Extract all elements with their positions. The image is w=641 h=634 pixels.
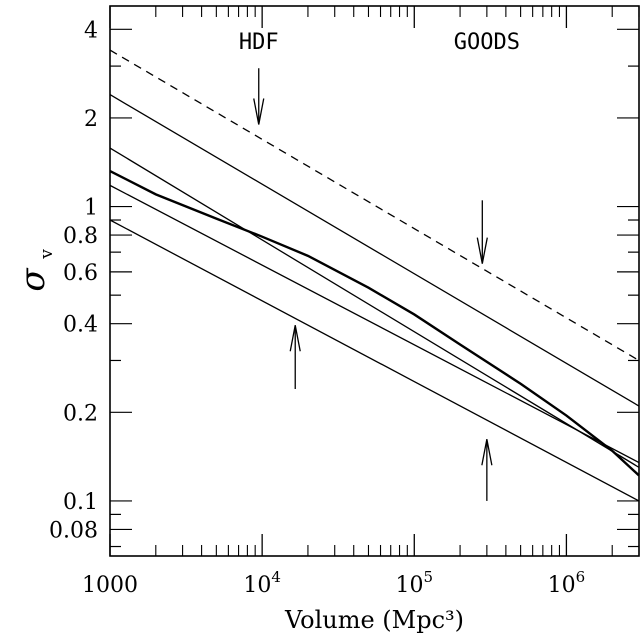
- y-tick-label: 0.8: [63, 224, 98, 249]
- arrow-4: [481, 439, 493, 501]
- y-axis-title-subscript: v: [37, 249, 57, 260]
- y-tick-label: 4: [84, 18, 98, 43]
- series-line-6: [109, 219, 640, 502]
- series-line-3: [109, 147, 640, 468]
- series-line-1: [109, 49, 640, 362]
- series-layer: [109, 49, 640, 502]
- x-axis-title: Volume (Mpc³): [284, 606, 464, 634]
- label-layer: 1000 104 105 106 0.08 0.1 0.2 0.4 0.6 0.8 1 2 4: [49, 18, 585, 598]
- x-tick-label-exponent: 6: [576, 568, 586, 586]
- x-tick-label: 105: [396, 568, 434, 598]
- series-line-4: [109, 169, 640, 477]
- x-tick-label: 104: [243, 568, 281, 598]
- series-line-2: [109, 94, 640, 407]
- y-tick-label: 0.6: [63, 261, 98, 286]
- plot-frame: [109, 5, 640, 557]
- x-tick-label-exponent: 5: [424, 568, 434, 586]
- arrow-head: [253, 98, 265, 125]
- goods-annotation: GOODS: [454, 30, 520, 55]
- arrow-1: [253, 68, 265, 125]
- y-tick-label: 1: [84, 196, 98, 221]
- y-tick-label: 0.4: [63, 313, 98, 338]
- x-tick-label: 106: [548, 568, 586, 598]
- arrow-head: [476, 237, 488, 264]
- arrow-head: [481, 439, 493, 466]
- y-tick-label: 0.08: [49, 518, 98, 543]
- tick-layer: [109, 6, 640, 556]
- y-tick-label: 0.2: [63, 401, 98, 426]
- x-tick-label-exponent: 4: [271, 568, 281, 586]
- series-line-5: [109, 184, 640, 464]
- y-tick-label: 0.1: [63, 490, 98, 515]
- y-axis-title: σ v: [13, 249, 57, 292]
- y-axis-title-sigma: σ: [13, 268, 53, 292]
- arrow-3: [289, 325, 301, 389]
- arrow-layer: [253, 68, 493, 501]
- y-tick-label: 2: [84, 107, 98, 132]
- arrow-2: [476, 200, 488, 264]
- arrow-head: [289, 325, 301, 352]
- hdf-annotation: HDF: [239, 30, 279, 55]
- x-tick-label: 1000: [82, 573, 138, 598]
